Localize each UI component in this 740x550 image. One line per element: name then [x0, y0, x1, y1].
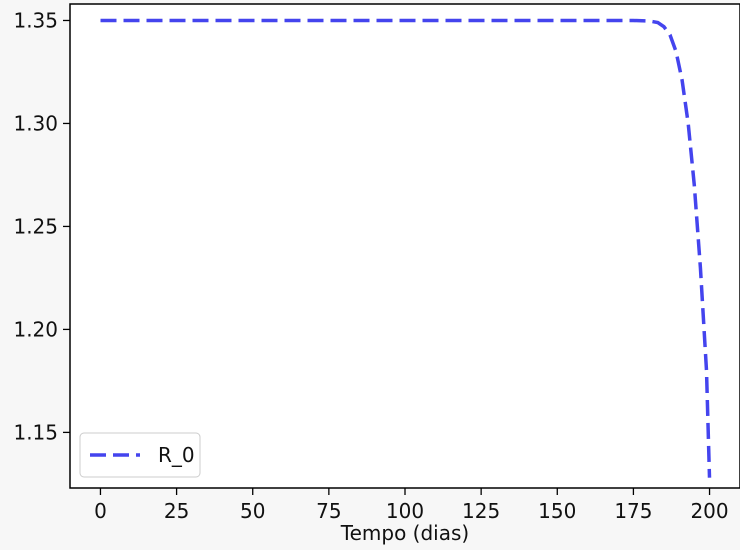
x-tick-label: 200: [690, 499, 728, 523]
x-tick-label: 175: [614, 499, 652, 523]
x-tick-label: 0: [94, 499, 107, 523]
y-tick-label: 1.30: [13, 111, 58, 135]
plot-area: [70, 4, 740, 488]
y-tick-label: 1.20: [13, 317, 58, 341]
x-tick-label: 100: [386, 499, 424, 523]
series-line-r0: [100, 18, 712, 478]
x-tick-label: 75: [316, 499, 341, 523]
y-tick-label: 1.25: [13, 214, 58, 238]
x-tick-label: 150: [538, 499, 576, 523]
y-tick-label: 1.35: [13, 8, 58, 32]
y-tick-label: 1.15: [13, 420, 58, 444]
x-tick-label: 125: [462, 499, 500, 523]
x-tick-label: 50: [240, 499, 265, 523]
x-tick-label: 25: [164, 499, 189, 523]
axes-frame: [69, 3, 740, 489]
legend-label-r0: R_0: [158, 443, 195, 467]
x-axis-label: Tempo (dias): [340, 521, 469, 545]
